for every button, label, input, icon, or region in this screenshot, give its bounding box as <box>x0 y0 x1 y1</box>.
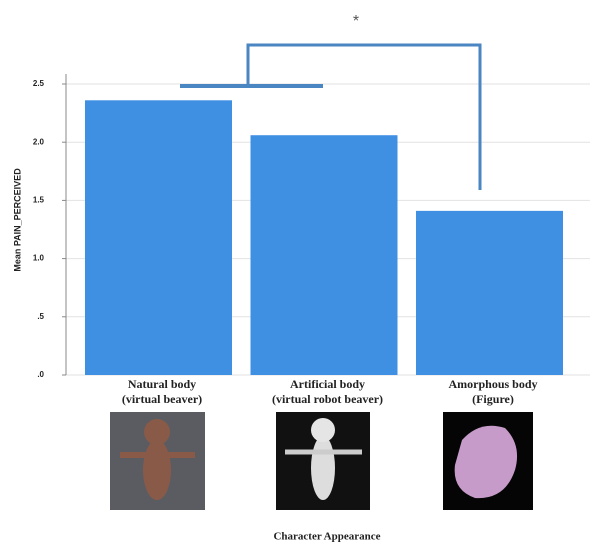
x-axis-label: Character Appearance <box>273 531 380 543</box>
significance-brackets <box>180 43 482 190</box>
x-tick-label: Amorphous body <box>448 377 537 391</box>
significance-star: * <box>353 13 359 30</box>
y-tick-label: 2.5 <box>33 79 45 88</box>
y-tick-label: .0 <box>37 370 44 379</box>
bar <box>416 210 563 375</box>
y-tick-label: 1.5 <box>33 196 45 205</box>
x-tick-label: (Figure) <box>472 392 514 406</box>
x-tick-label: Artificial body <box>290 377 365 391</box>
y-tick-label: .5 <box>37 312 44 321</box>
thumbnails <box>110 412 533 510</box>
bar <box>250 135 398 375</box>
x-tick-label: Natural body <box>128 377 196 391</box>
y-axis-label: Mean PAIN_PERCEIVED <box>12 168 22 272</box>
y-tick-label: 1.0 <box>33 254 45 263</box>
x-tick-label: (virtual robot beaver) <box>272 392 383 406</box>
y-tick-label: 2.0 <box>33 137 45 146</box>
x-tick-label: (virtual beaver) <box>122 392 202 406</box>
bar <box>85 100 232 376</box>
